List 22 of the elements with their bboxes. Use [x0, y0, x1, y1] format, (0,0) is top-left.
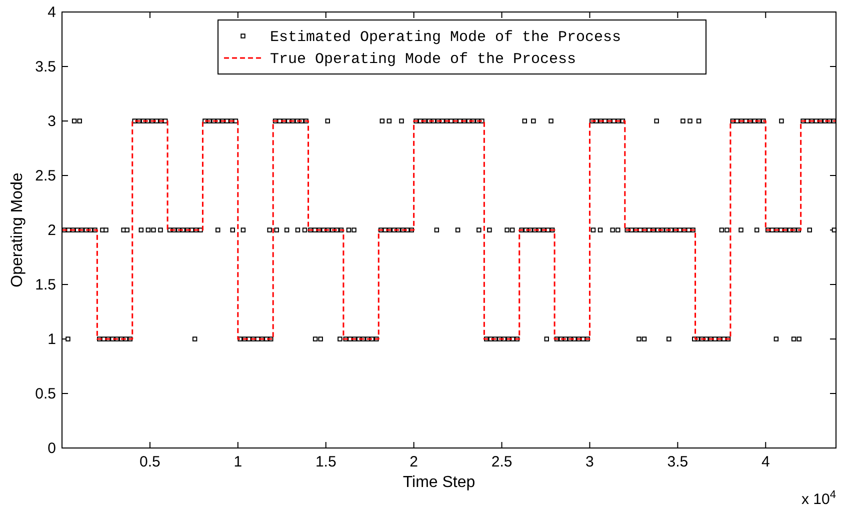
y-tick-label: 2.5 [35, 167, 56, 184]
y-tick-label: 0 [48, 440, 56, 457]
x-tick-label: 2 [410, 454, 418, 471]
x-axis-title: Time Step [402, 474, 476, 491]
y-tick-label: 4 [48, 4, 56, 21]
y-tick-label: 3.5 [35, 58, 56, 76]
x-tick-label: 1.5 [315, 454, 336, 471]
y-tick-label: 2 [48, 222, 56, 239]
x-tick-label: 3.5 [667, 454, 688, 471]
legend-label: Estimated Operating Mode of the Process [270, 29, 622, 46]
y-tick-label: 3 [48, 112, 56, 130]
x-tick-label: 1 [234, 454, 242, 471]
legend-label: True Operating Mode of the Process [270, 51, 576, 68]
x-tick-label: 4 [761, 454, 770, 471]
y-axis-title: Operating Mode [9, 172, 26, 288]
text: x 10$^{4}$ [802, 489, 836, 508]
y-tick-label: 1.5 [35, 276, 56, 294]
x-tick-label: 3 [586, 454, 594, 471]
y-tick-label: 1 [48, 330, 56, 348]
x-tick-label: 2.5 [491, 454, 512, 471]
y-tick-label: 0.5 [35, 385, 56, 402]
x-tick-label: 0.5 [140, 454, 160, 471]
